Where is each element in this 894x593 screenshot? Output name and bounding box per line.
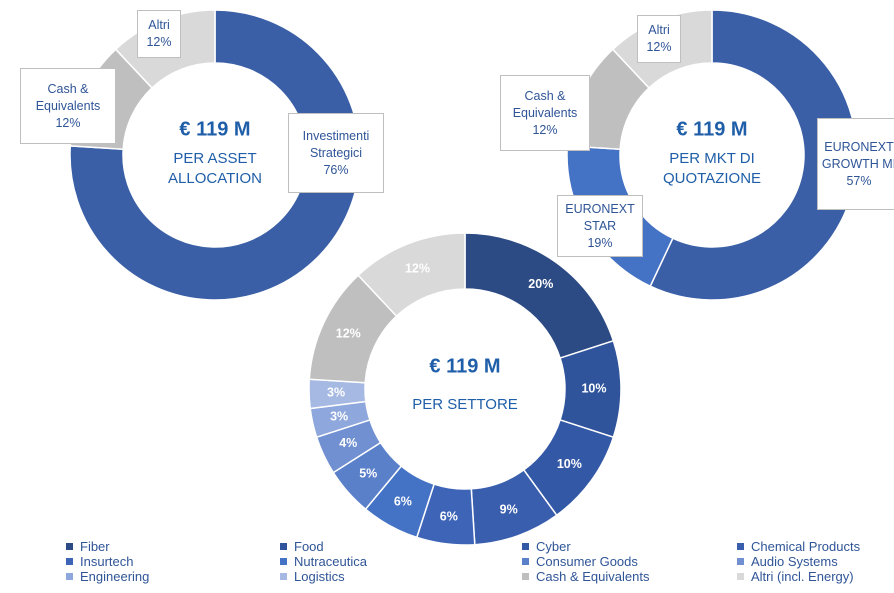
legend-label: Audio Systems [751,554,838,569]
callout: Investimenti Strategici 76% [288,113,384,193]
legend-item: Chemical Products [737,539,860,554]
callout-category: Altri [148,18,170,32]
legend-item: Insurtech [66,554,133,569]
legend-label: Cash & Equivalents [536,569,650,584]
callout: Cash & Equivalents 12% [20,68,116,144]
callout-value: 19% [587,235,613,250]
legend-swatch [66,543,73,550]
legend-label: Altri (incl. Energy) [751,569,854,584]
center-title: € 119 M [676,118,747,140]
callout-value: 12% [532,122,558,137]
legend-label: Logistics [294,569,345,584]
legend-swatch [280,543,287,550]
callout-category: Cash & Equivalents [512,88,578,120]
legend-swatch [280,573,287,580]
callout: EURONEXT GROWTH MI 57% [817,118,894,210]
legend-swatch [522,573,529,580]
legend-item: Nutraceutica [280,554,367,569]
data-label: 10% [557,457,582,471]
legend-swatch [66,558,73,565]
legend-swatch [522,558,529,565]
data-label: 20% [528,277,553,291]
legend-item: Food [280,539,324,554]
callout-value: 76% [323,162,349,177]
data-label: 9% [500,503,518,517]
data-label: 5% [359,467,377,481]
legend-swatch [522,543,529,550]
center-title: € 119 M [429,355,500,377]
donut-segment [649,9,858,301]
center-label: PER MKT DI [669,150,755,167]
callout-value: 12% [146,35,172,49]
data-label: 3% [330,409,348,423]
callout-category: Investimenti Strategici [302,128,370,160]
legend-swatch [66,573,73,580]
legend-item: Logistics [280,569,345,584]
legend-label: Chemical Products [751,539,861,554]
data-label: 6% [394,494,412,508]
callout-category: EURONEXT GROWTH MI [821,139,894,171]
callout: Altri 12% [137,10,181,58]
callout-value: 12% [55,115,81,130]
legend-swatch [280,558,287,565]
legend-item: Cash & Equivalents [522,569,649,584]
callout: Cash & Equivalents 12% [500,75,590,151]
legend-label: Food [294,539,324,554]
legend-label: Insurtech [80,554,134,569]
legend-swatch [737,573,744,580]
legend-item: Fiber [66,539,110,554]
legend-label: Engineering [80,569,150,584]
center-label: QUOTAZIONE [663,170,761,187]
donut-segment [357,232,466,318]
legend-label: Consumer Goods [536,554,638,569]
legend-item: Cyber [522,539,571,554]
legend-label: Fiber [80,539,110,554]
center-title: € 119 M [179,118,250,140]
data-label: 6% [440,509,458,523]
data-label: 12% [336,326,361,340]
legend-item: Consumer Goods [522,554,638,569]
legend-swatch [737,543,744,550]
legend-swatch [737,558,744,565]
center-label: ALLOCATION [168,170,262,187]
callout-value: 12% [646,40,672,54]
center-label: PER ASSET [173,150,256,167]
center-label: PER SETTORE [412,396,518,413]
callout-category: Cash & Equivalents [35,81,101,113]
legend-label: Cyber [536,539,571,554]
data-label: 10% [581,381,606,395]
callout: EURONEXT STAR 19% [557,195,643,257]
data-label: 3% [327,385,345,399]
legend-item: Engineering [66,569,149,584]
data-label: 4% [339,436,357,450]
callout-value: 57% [846,173,872,188]
legend-item: Altri (incl. Energy) [737,569,854,584]
data-label: 12% [405,261,430,275]
legend-item: Audio Systems [737,554,838,569]
legend-label: Nutraceutica [294,554,367,569]
callout-category: EURONEXT STAR [565,201,635,233]
callout-category: Altri [648,23,670,37]
callout: Altri 12% [637,15,681,63]
